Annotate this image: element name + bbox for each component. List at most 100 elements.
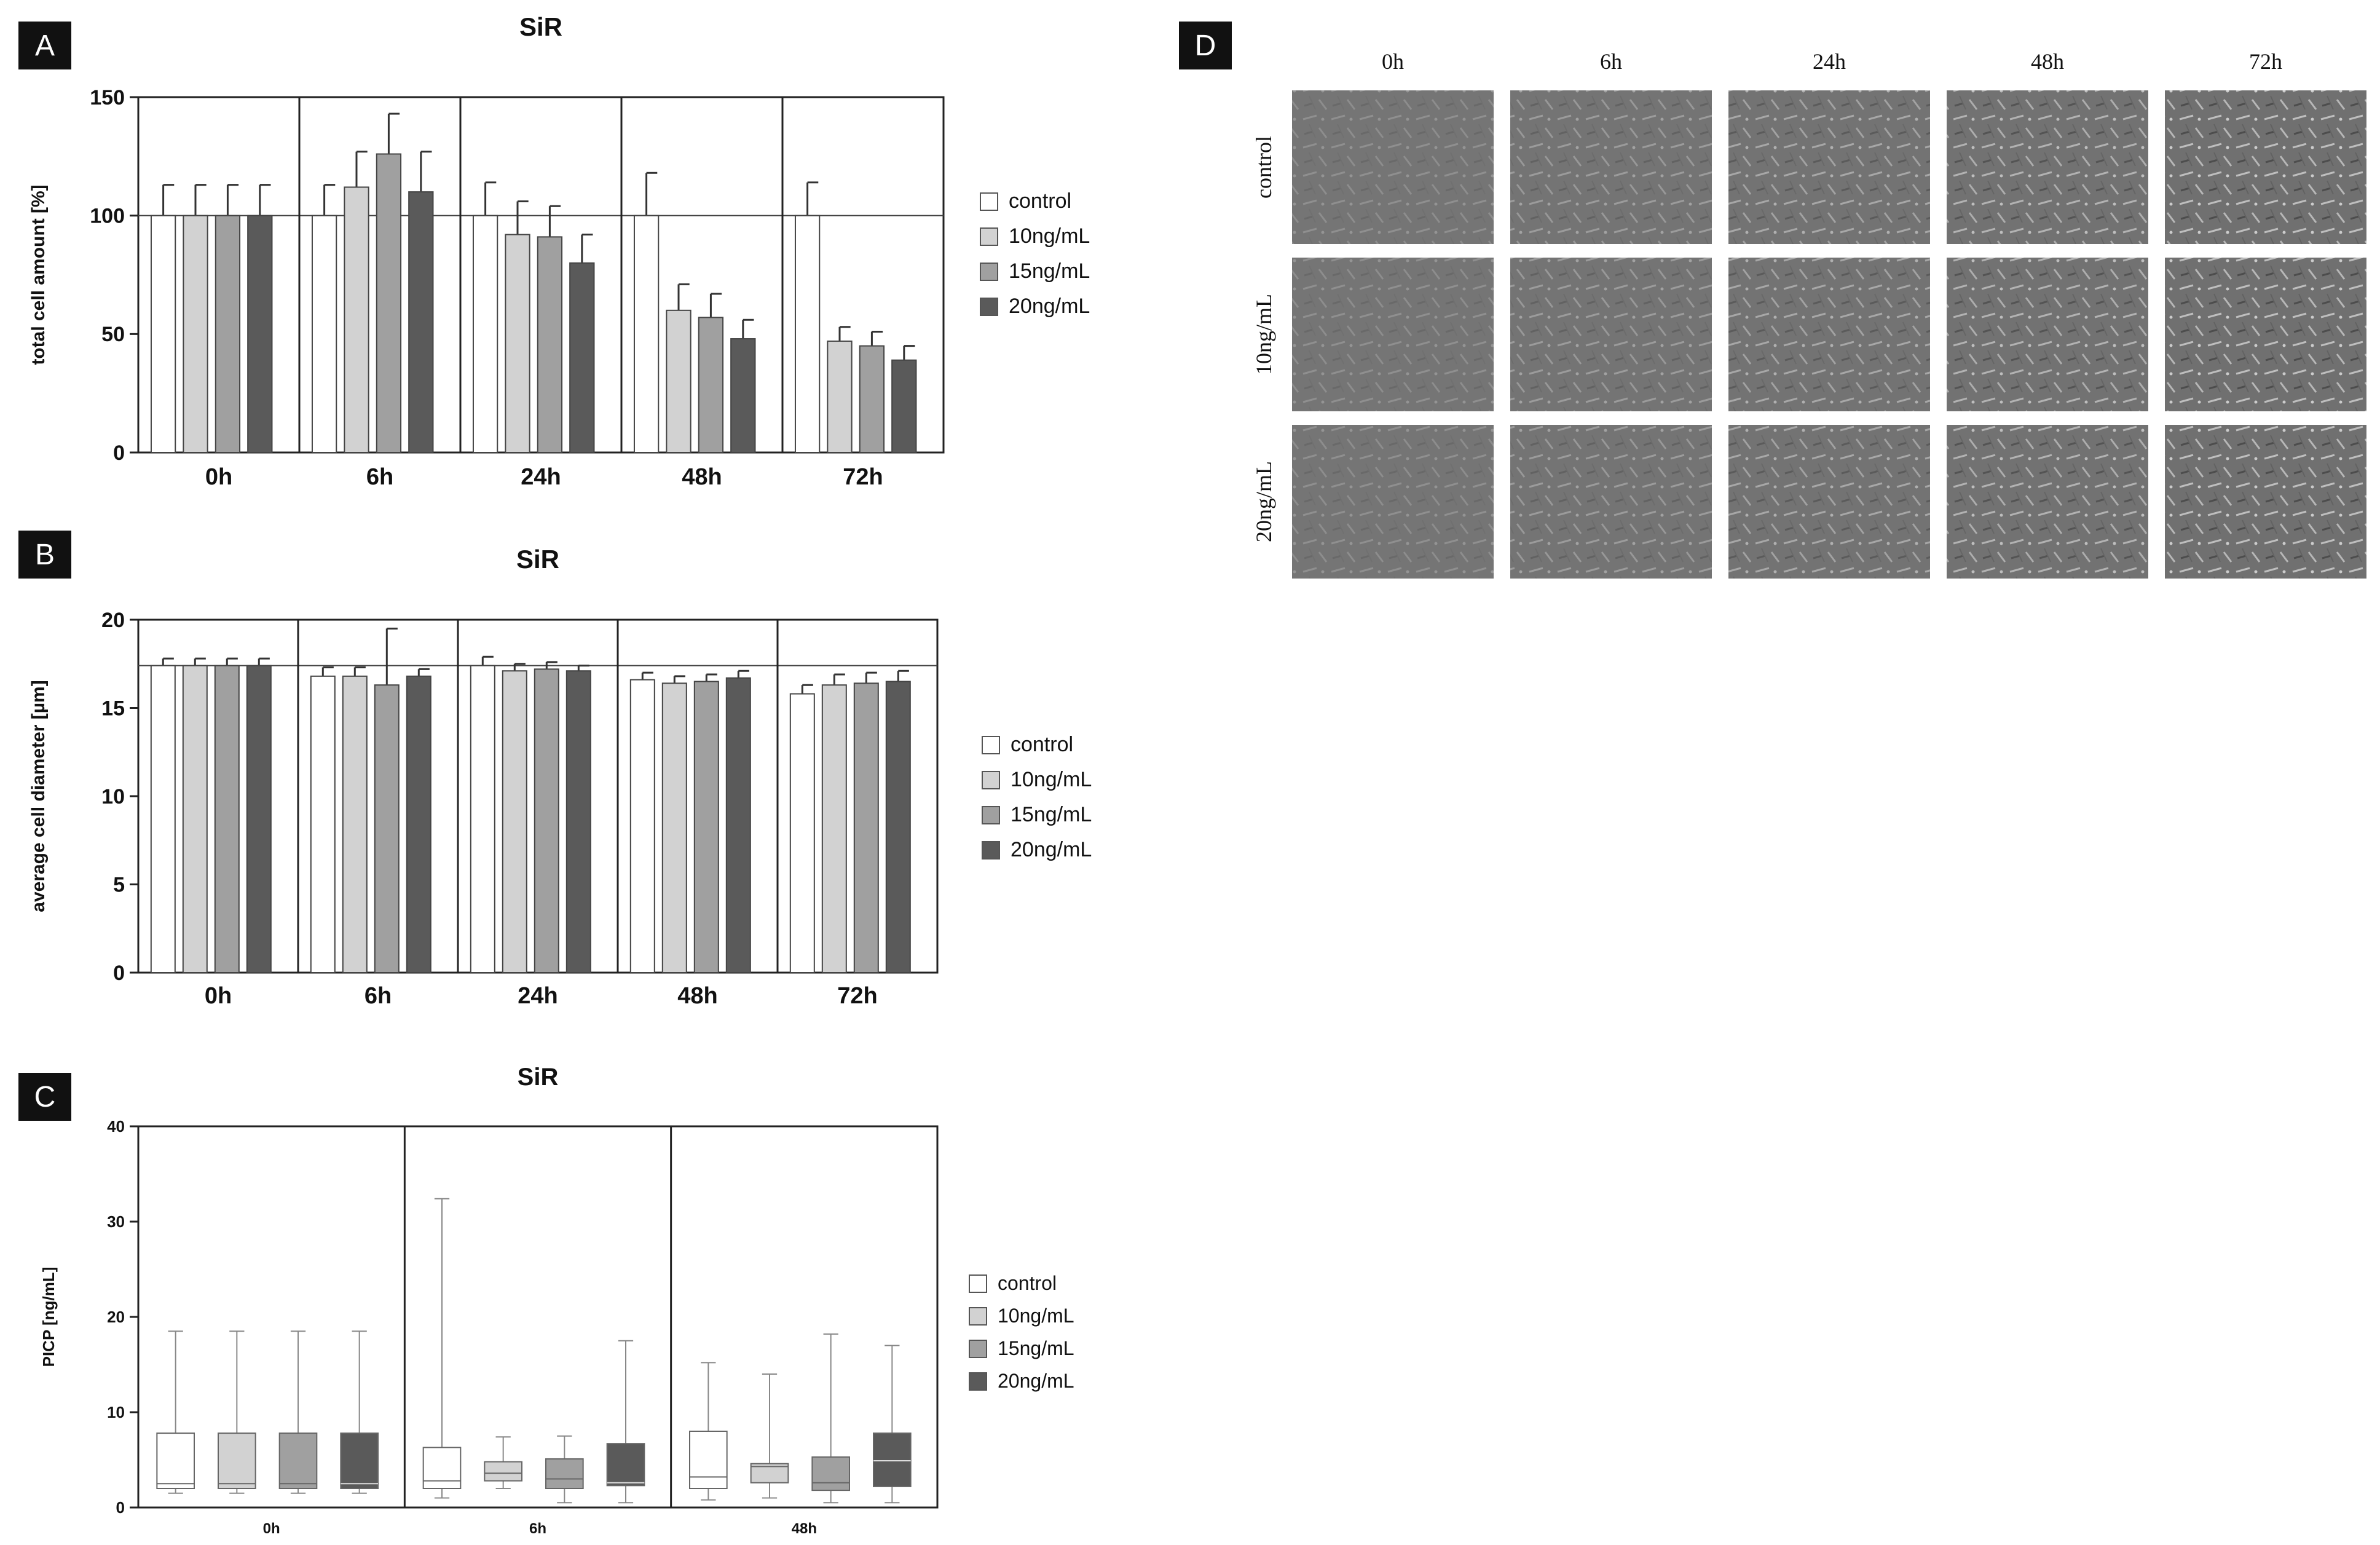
box-10ng/mL-0h: [218, 1432, 256, 1490]
micrograph-row-label: control: [1251, 136, 1276, 199]
x-category-label: 0h: [205, 464, 232, 490]
chart-a-total-cell-amount: SiR total cell amount [%] 0 50 100 150 0h 6h 24h…: [28, 12, 1090, 490]
micrograph-texture: [1510, 425, 1712, 579]
bar-15ng/mL-0h: [215, 215, 241, 453]
y-axis-label: PICP [ng/mL]: [39, 1267, 58, 1367]
bar-control-0h: [150, 215, 176, 453]
legend-swatch-0: [982, 736, 1000, 754]
bar-10ng/mL-6h: [342, 675, 368, 973]
bar-15ng/mL-6h: [376, 153, 402, 453]
panel-label-d: D: [1179, 22, 1232, 69]
box-control-48h: [689, 1431, 728, 1489]
y-tick-label: 20: [107, 1308, 125, 1326]
bar-15ng/mL-6h: [374, 684, 400, 973]
x-category-label: 48h: [792, 1520, 817, 1537]
bar-10ng/mL-24h: [505, 234, 530, 453]
bar-control-0h: [150, 665, 176, 973]
x-category-label: 6h: [364, 983, 392, 1009]
micrograph-column-label: 6h: [1600, 49, 1622, 74]
bar-20ng/mL-6h: [406, 675, 431, 973]
x-category-label: 24h: [521, 464, 561, 490]
micrograph-texture: [1728, 425, 1930, 579]
y-tick-label: 40: [107, 1117, 125, 1136]
legend-label-3: 20ng/mL: [1011, 838, 1092, 861]
box-control-0h: [156, 1432, 195, 1490]
bar-10ng/mL-0h: [182, 665, 208, 973]
micrograph-texture: [1947, 425, 2148, 579]
box-20ng/mL-6h: [606, 1443, 645, 1487]
y-tick-label: 30: [107, 1212, 125, 1231]
legend-label-1: 10ng/mL: [1009, 224, 1090, 248]
micrograph-texture: [1510, 90, 1712, 244]
box-15ng/mL-0h: [278, 1432, 318, 1490]
chart-c-picp: SiR PICP [ng/mL] 0 10 20 30 40 0h 6h 48h control 10…: [39, 1064, 1074, 1537]
y-tick-label: 150: [90, 86, 125, 109]
y-tick-label: 50: [101, 323, 125, 346]
micrograph-texture: [2165, 258, 2366, 411]
bar-15ng/mL-48h: [693, 681, 719, 973]
bar-control-72h: [794, 215, 821, 453]
bar-15ng/mL-24h: [534, 668, 559, 973]
bar-10ng/mL-72h: [827, 340, 853, 453]
x-category-label: 6h: [529, 1520, 546, 1537]
x-category-label: 72h: [837, 983, 877, 1009]
bar-control-48h: [629, 679, 655, 973]
box-15ng/mL-6h: [545, 1458, 584, 1489]
legend-swatch-3: [969, 1372, 987, 1391]
bar-20ng/mL-24h: [569, 262, 595, 453]
chart-b-average-cell-diameter: SiR average cell diameter [µm] 0 5 10 15 20 0h 6…: [28, 545, 1092, 1009]
y-tick-label: 0: [116, 1498, 125, 1517]
legend-label-3: 20ng/mL: [1009, 294, 1090, 318]
micrograph-row-label: 20ng/mL: [1251, 461, 1276, 542]
micrograph-texture: [1292, 258, 1494, 411]
y-axis-label: average cell diameter [µm]: [28, 680, 49, 912]
x-category-label: 72h: [843, 464, 883, 490]
y-axis-label: total cell amount [%]: [28, 184, 49, 365]
chart-title: SiR: [516, 545, 559, 574]
x-category-label: 6h: [366, 464, 393, 490]
x-category-label: 0h: [205, 983, 232, 1009]
micrograph-texture: [1947, 258, 2148, 411]
x-category-label: 0h: [263, 1520, 280, 1537]
box-control-6h: [422, 1447, 462, 1490]
legend-label-2: 15ng/mL: [998, 1337, 1074, 1359]
legend-swatch-0: [969, 1274, 987, 1293]
legend-swatch-0: [980, 192, 998, 211]
bar-20ng/mL-48h: [725, 677, 751, 973]
bar-15ng/mL-72h: [853, 682, 879, 973]
box-20ng/mL-0h: [340, 1432, 379, 1490]
y-tick-label: 10: [107, 1403, 125, 1421]
legend-swatch-1: [982, 771, 1000, 789]
legend-label-2: 15ng/mL: [1011, 803, 1092, 826]
x-category-label: 48h: [677, 983, 717, 1009]
micrograph-texture: [2165, 90, 2366, 244]
legend-label-0: control: [998, 1272, 1057, 1294]
panel-label-a: A: [18, 22, 71, 69]
micrograph-column-label: 72h: [2249, 49, 2282, 74]
panel-label-b: B: [18, 531, 71, 579]
micrograph-texture: [1292, 425, 1494, 579]
panel-label-c-text: C: [34, 1081, 56, 1113]
micrograph-column-label: 48h: [2031, 49, 2064, 74]
chart-title: SiR: [518, 1064, 559, 1091]
y-tick-label: 10: [101, 785, 125, 808]
legend-swatch-2: [980, 263, 998, 281]
panel-label-d-text: D: [1195, 30, 1216, 62]
micrograph-row-label: 10ng/mL: [1251, 294, 1276, 375]
legend-label-3: 20ng/mL: [998, 1370, 1074, 1392]
y-tick-label: 0: [113, 962, 125, 985]
bar-control-24h: [472, 215, 498, 453]
box-20ng/mL-48h: [873, 1432, 912, 1487]
box-15ng/mL-48h: [811, 1456, 851, 1492]
box-10ng/mL-6h: [484, 1461, 522, 1482]
bar-20ng/mL-72h: [891, 359, 917, 453]
bar-10ng/mL-24h: [502, 670, 527, 973]
legend-label-1: 10ng/mL: [998, 1305, 1074, 1327]
bar-15ng/mL-48h: [698, 317, 724, 453]
bar-control-24h: [470, 665, 495, 973]
panel-label-c: C: [18, 1073, 71, 1121]
bar-15ng/mL-0h: [214, 665, 240, 973]
micrograph-grid: 0h 6h 24h 48h 72h control 10ng/mL 20ng/mL: [1251, 49, 2366, 579]
bar-control-72h: [789, 693, 815, 974]
x-category-label: 24h: [518, 983, 558, 1009]
